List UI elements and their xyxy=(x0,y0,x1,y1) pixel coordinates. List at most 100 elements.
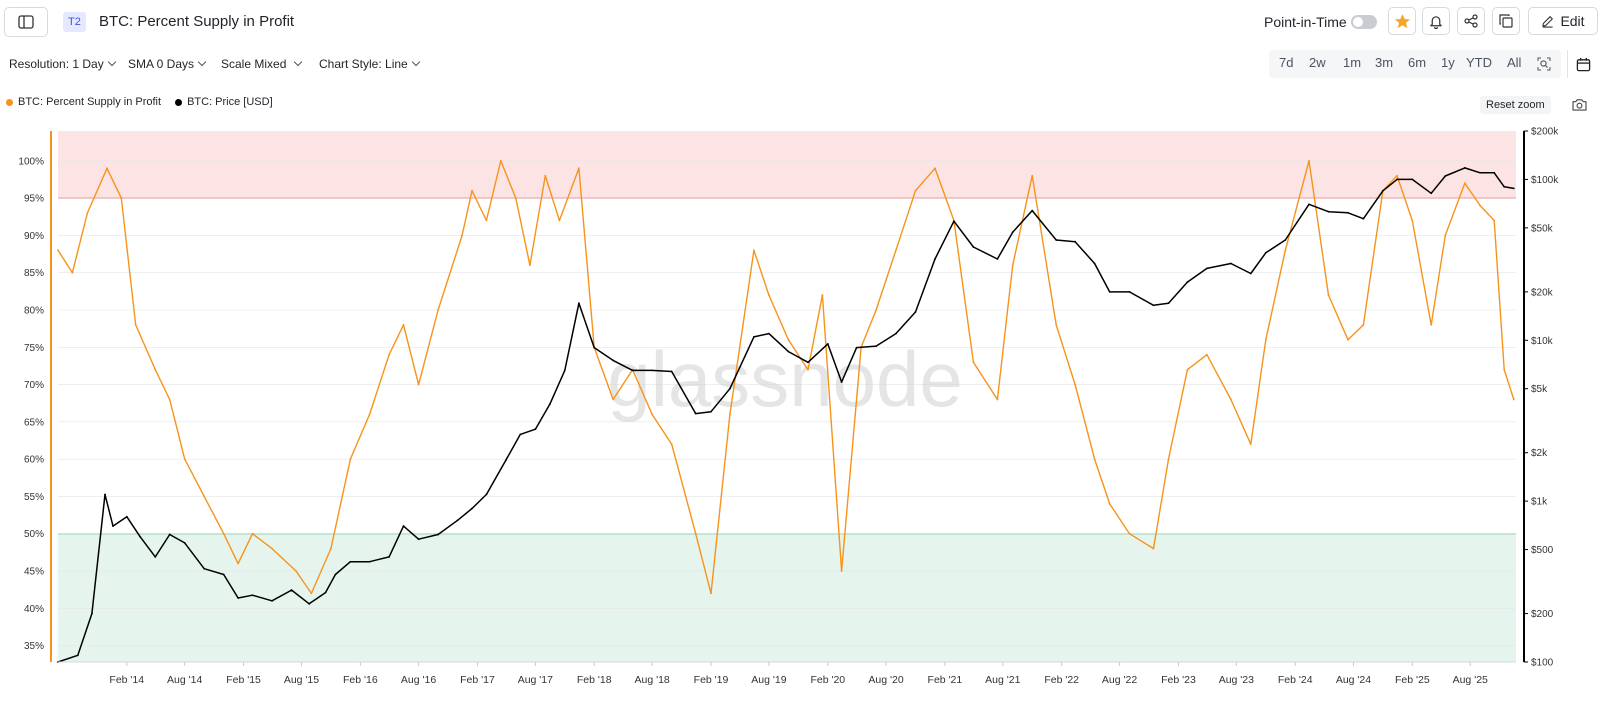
left-tick-label: 95% xyxy=(24,194,44,205)
price-point xyxy=(1152,304,1155,307)
x-tick-label: Feb '20 xyxy=(810,674,845,686)
supply-point xyxy=(251,532,254,535)
x-tick-label: Feb '16 xyxy=(343,674,378,686)
supply-point xyxy=(1503,368,1506,371)
supply-point xyxy=(728,413,731,416)
price-point xyxy=(826,342,829,345)
price-point xyxy=(612,359,615,362)
price-point xyxy=(388,556,391,558)
supply-point xyxy=(168,398,171,401)
supply-point xyxy=(1074,383,1077,386)
supply-point xyxy=(499,159,502,162)
price-point xyxy=(505,459,507,461)
price-point xyxy=(710,410,712,413)
favorite-button[interactable] xyxy=(1388,7,1416,35)
x-tick-label: Aug '22 xyxy=(1102,674,1137,686)
x-tick-label: Aug '19 xyxy=(751,674,786,686)
price-point xyxy=(104,493,106,496)
supply-point xyxy=(271,547,273,550)
range-ytd[interactable]: YTD xyxy=(1466,55,1492,70)
price-point xyxy=(1362,217,1365,220)
supply-point xyxy=(934,167,936,170)
overheated-band xyxy=(58,131,1516,199)
edit-label: Edit xyxy=(1560,13,1585,29)
range-1y[interactable]: 1y xyxy=(1441,55,1455,70)
supply-point xyxy=(544,174,547,177)
supply-point xyxy=(485,219,488,222)
legend-item-price[interactable]: BTC: Price [USD] xyxy=(175,96,273,108)
price-point xyxy=(334,573,337,576)
right-tick-label: $5k xyxy=(1531,384,1548,395)
supply-point xyxy=(1167,458,1170,461)
sma-dropdown[interactable]: SMA 0 Days xyxy=(128,56,207,72)
supply-point xyxy=(437,309,439,311)
range-3m[interactable]: 3m xyxy=(1375,55,1394,70)
range-6m[interactable]: 6m xyxy=(1408,55,1427,70)
chevron-down-icon xyxy=(107,57,116,67)
left-tick-label: 75% xyxy=(24,343,44,354)
left-tick-label: 80% xyxy=(24,305,44,316)
sidebar-toggle-button[interactable] xyxy=(4,7,48,37)
price-point xyxy=(456,519,459,522)
price-point xyxy=(651,369,654,372)
price-point xyxy=(1327,210,1330,213)
duplicate-button[interactable] xyxy=(1492,7,1520,35)
legend-item-supply[interactable]: BTC: Percent Supply in Profit xyxy=(6,96,161,108)
price-point xyxy=(1503,185,1506,188)
supply-point xyxy=(1055,324,1058,326)
range-2w[interactable]: 2w xyxy=(1309,55,1326,70)
chevron-down-icon xyxy=(197,57,207,67)
x-tick-label: Feb '17 xyxy=(460,674,495,686)
edit-button[interactable]: Edit xyxy=(1528,7,1598,35)
price-point xyxy=(807,361,809,364)
range-all[interactable]: All xyxy=(1507,55,1522,70)
price-point xyxy=(1031,209,1034,212)
legend-dot xyxy=(175,98,183,106)
range-7d[interactable]: 7d xyxy=(1279,55,1294,70)
supply-point xyxy=(840,570,843,572)
right-tick-label: $100 xyxy=(1531,658,1554,669)
price-point xyxy=(485,493,488,496)
supply-point xyxy=(349,458,352,461)
reset-zoom-button[interactable]: Reset zoom xyxy=(1480,96,1551,114)
price-point xyxy=(1186,281,1189,283)
price-point xyxy=(875,345,878,348)
chart-area[interactable]: glassnode 100% 95% 90% 85% 80% 75% 70% 65% 60% 55… xyxy=(0,118,1601,715)
supply-point xyxy=(417,383,420,386)
price-point xyxy=(1396,178,1398,181)
x-tick-label: Aug '20 xyxy=(868,674,903,686)
supply-point xyxy=(134,324,137,326)
supply-point xyxy=(388,353,391,356)
price-point xyxy=(934,258,936,260)
price-point xyxy=(895,332,897,335)
camera-icon[interactable] xyxy=(1572,98,1587,111)
chart-style-dropdown[interactable]: Chart Style: Line xyxy=(319,56,420,72)
share-button[interactable] xyxy=(1457,7,1485,35)
left-tick-label: 65% xyxy=(24,417,44,428)
date-picker-button[interactable] xyxy=(1567,50,1599,78)
time-range-selector: 7d 2w 1m 3m 6m 1y YTD All xyxy=(1269,50,1561,78)
supply-point xyxy=(1031,174,1034,177)
supply-point xyxy=(914,189,917,192)
x-tick-label: Feb '22 xyxy=(1044,674,1079,686)
zoom-search-icon[interactable] xyxy=(1537,57,1551,71)
bell-icon xyxy=(1430,15,1442,29)
supply-point xyxy=(461,234,463,237)
price-point xyxy=(631,369,634,372)
scale-dropdown[interactable]: Scale Mixed xyxy=(221,56,303,72)
x-tick-label: Aug '21 xyxy=(985,674,1020,686)
supply-point xyxy=(1512,398,1515,401)
price-point xyxy=(349,560,352,563)
chevron-down-icon xyxy=(294,57,303,67)
point-in-time-toggle[interactable] xyxy=(1351,15,1377,29)
range-1m[interactable]: 1m xyxy=(1343,55,1362,70)
supply-point xyxy=(471,189,473,192)
price-point xyxy=(996,258,999,260)
right-tick-label: $100k xyxy=(1531,175,1559,186)
alert-button[interactable] xyxy=(1422,7,1450,35)
resolution-dropdown[interactable]: Resolution: 1 Day xyxy=(9,56,116,72)
supply-point xyxy=(1463,182,1466,185)
supply-point xyxy=(1186,368,1189,371)
supply-point xyxy=(1430,324,1433,326)
supply-point xyxy=(821,294,824,296)
